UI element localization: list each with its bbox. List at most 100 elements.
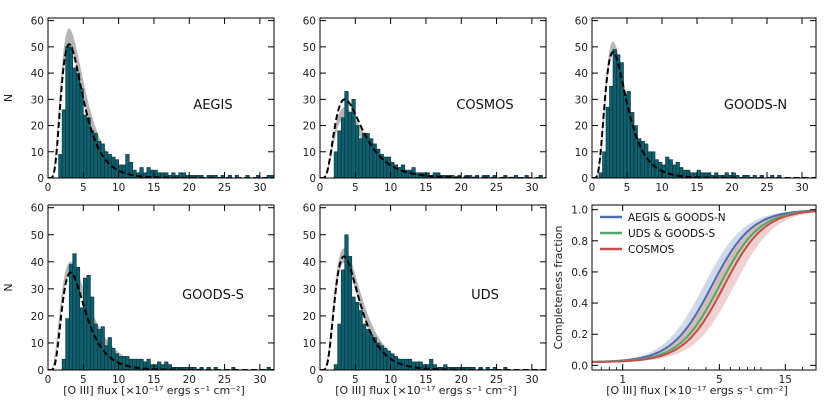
- y-tick-label: 0.6: [571, 267, 588, 279]
- histogram-bar: [75, 266, 81, 370]
- histogram-bar: [121, 356, 126, 370]
- histogram-bar: [72, 253, 77, 370]
- x-tick-label: 5: [716, 374, 723, 386]
- histogram-bar: [383, 156, 388, 178]
- y-axis-label: N: [2, 283, 15, 291]
- plot-area-uds: [320, 234, 546, 370]
- histogram-bar: [65, 46, 70, 178]
- histogram-bar: [79, 88, 84, 178]
- panel-uds: UDS 0 5 10 15 20 25 30 0 10 20 30 40 50 60: [303, 203, 547, 386]
- y-tick-label: 40: [303, 68, 316, 80]
- histogram-bar: [93, 323, 98, 370]
- field-label-goodss: GOODS-S: [182, 288, 244, 303]
- x-tick-label: 0: [589, 182, 596, 194]
- y-tick-label: 30: [575, 94, 588, 106]
- histogram-bar: [665, 156, 670, 178]
- histogram-bar: [100, 326, 105, 370]
- plot-area-goodss: [48, 253, 274, 370]
- completeness-band: [592, 210, 816, 362]
- y-tick-label: 20: [303, 311, 316, 323]
- y-tick-label: 10: [575, 147, 588, 159]
- y-tick-label: 60: [31, 203, 44, 215]
- y-tick-label: 20: [31, 121, 44, 133]
- histogram-bar: [612, 49, 617, 178]
- histogram-bar: [365, 329, 370, 370]
- histogram-bar: [128, 358, 134, 370]
- x-tick-label: 20: [455, 182, 468, 194]
- histogram-bar: [347, 112, 353, 178]
- histogram-bar: [647, 151, 652, 178]
- y-tick-label: 40: [31, 68, 44, 80]
- histogram-bar: [362, 133, 367, 178]
- histogram-bar: [623, 93, 628, 178]
- y-tick-label: 0.0: [571, 360, 588, 372]
- histogram-bar: [355, 302, 360, 370]
- histogram-bar: [369, 334, 374, 370]
- y-tick-label: 60: [31, 16, 44, 28]
- x-tick-label: 10: [384, 374, 397, 386]
- x-tick-label: 5: [352, 374, 359, 386]
- x-axis-label-3: [O III] flux [×10⁻¹⁷ ergs s⁻¹ cm⁻²]: [606, 384, 788, 397]
- histogram-bar: [630, 112, 635, 178]
- x-tick-label: 5: [352, 182, 359, 194]
- x-tick-label: 10: [112, 182, 125, 194]
- plot-area-aegis: [48, 28, 274, 178]
- panel-cosmos: COSMOS 0 5 10 15 20 25 30 0 10 20 30 40 50 60: [303, 16, 547, 194]
- histogram-bar: [340, 117, 346, 178]
- histogram-bar: [58, 154, 63, 178]
- x-tick-label: 20: [183, 374, 196, 386]
- histogram-bar: [365, 133, 370, 178]
- histogram-bar: [132, 169, 137, 178]
- x-tick-label: 30: [525, 182, 538, 194]
- completeness-band: [592, 210, 816, 363]
- y-tick-label: 0: [37, 365, 44, 377]
- histogram-bar: [404, 358, 409, 370]
- x-tick-label: 30: [253, 182, 266, 194]
- x-tick-label: 25: [760, 182, 773, 194]
- histogram-bar: [407, 358, 413, 370]
- histogram-bar: [333, 364, 338, 370]
- histogram-bar: [362, 323, 367, 370]
- y-tick-label: 50: [31, 230, 44, 242]
- histogram-bar: [700, 172, 705, 178]
- legend-label: AEGIS & GOODS-N: [628, 212, 726, 224]
- y-tick-label: 1.0: [571, 205, 588, 217]
- histogram-bar: [344, 91, 349, 178]
- y-tick-label: 40: [575, 68, 588, 80]
- histogram-bar: [157, 361, 162, 370]
- y-tick-label: 50: [303, 42, 316, 54]
- model-band: [48, 28, 274, 178]
- x-tick-label: 0: [317, 374, 324, 386]
- histogram-bar: [598, 172, 603, 178]
- x-tick-label: 10: [655, 182, 668, 194]
- histogram-bar: [107, 154, 112, 178]
- x-tick-label: 15: [779, 374, 792, 386]
- y-tick-label: 50: [303, 230, 316, 242]
- y-tick-label: 30: [303, 94, 316, 106]
- histogram-bar: [415, 172, 420, 178]
- histogram-bar: [90, 296, 95, 370]
- histogram-bar: [337, 323, 342, 370]
- histogram-bar: [333, 151, 338, 178]
- histogram-bar: [376, 148, 381, 178]
- histogram-bar: [68, 46, 74, 178]
- x-tick-label: 5: [624, 182, 631, 194]
- histogram-bar: [672, 164, 677, 178]
- x-tick-label: 15: [419, 374, 432, 386]
- y-tick-label: 10: [31, 338, 44, 350]
- y-tick-label: 0: [581, 173, 588, 185]
- field-label-aegis: AEGIS: [193, 98, 232, 113]
- histogram-bar: [104, 345, 109, 370]
- histogram-bar: [386, 350, 391, 370]
- histogram-bar: [605, 106, 610, 178]
- histogram-bar: [61, 109, 66, 178]
- y-tick-label: 60: [303, 203, 316, 215]
- axes-frame: [47, 17, 275, 179]
- x-tick-label: 10: [112, 374, 125, 386]
- y-tick-label: 10: [303, 147, 316, 159]
- x-tick-label: 15: [690, 182, 703, 194]
- y-tick-label: 60: [575, 16, 588, 28]
- field-label-uds: UDS: [471, 288, 499, 303]
- y-tick-label: 20: [575, 121, 588, 133]
